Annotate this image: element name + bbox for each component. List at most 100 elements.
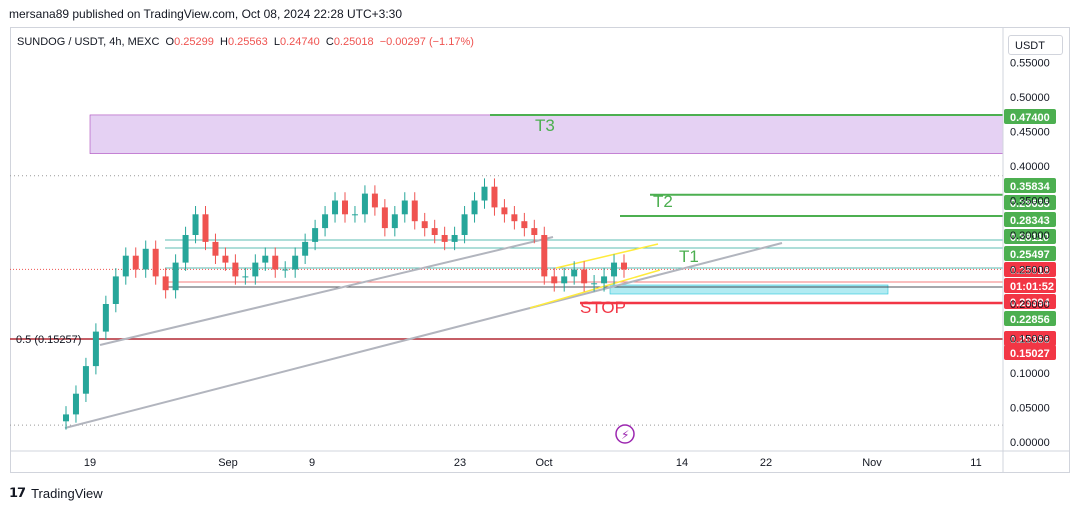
candle-body[interactable] [92, 331, 99, 367]
price-tag[interactable] [1004, 195, 1056, 210]
candle-body[interactable] [491, 186, 498, 208]
candle-body[interactable] [471, 200, 478, 215]
candle-body[interactable] [531, 228, 538, 235]
candle-body[interactable] [122, 255, 129, 277]
candle-body[interactable] [292, 255, 299, 270]
candle-body[interactable] [152, 248, 159, 277]
candle-body[interactable] [451, 235, 458, 242]
candle-body[interactable] [82, 366, 89, 394]
y-tick-label: 0.05000 [1010, 403, 1050, 415]
candle-body[interactable] [571, 269, 578, 277]
candle-body[interactable] [411, 200, 418, 222]
candle-body[interactable] [232, 262, 239, 277]
stop-label: STOP [580, 298, 626, 317]
currency-button[interactable]: USDT [1008, 35, 1063, 55]
price-tag[interactable] [1004, 278, 1056, 293]
candle-body[interactable] [342, 200, 348, 215]
candle-body[interactable] [112, 276, 119, 304]
candle-body[interactable] [501, 207, 508, 215]
price-tag[interactable] [1004, 345, 1056, 360]
entry-box[interactable] [609, 284, 889, 295]
close-label: C [325, 36, 334, 48]
symbol-ohlc-bar: SUNDOG / USDT, 4h, MEXC O0.25299 H0.2556… [17, 36, 474, 48]
lightning-glyph: ⚡ [621, 428, 629, 442]
candle-body[interactable] [361, 193, 368, 215]
price-tag[interactable] [1004, 229, 1056, 244]
candle-body[interactable] [561, 276, 568, 284]
candle-body[interactable] [401, 200, 408, 215]
price-tag[interactable] [1004, 109, 1056, 124]
candle-body[interactable] [172, 262, 179, 291]
symbol-pair[interactable]: SUNDOG / USDT, 4h, MEXC [17, 36, 160, 48]
candle-body[interactable] [441, 235, 448, 242]
x-tick-label: Nov [862, 457, 882, 469]
lightning-icon[interactable] [615, 424, 635, 444]
y-tick-label: 0.15000 [1010, 334, 1050, 346]
candle-body[interactable] [142, 248, 149, 270]
price-tag[interactable] [1004, 262, 1056, 277]
candle-body[interactable] [621, 262, 627, 270]
x-tick-label: 14 [676, 457, 688, 469]
candle-body[interactable] [282, 269, 289, 271]
candle-body[interactable] [391, 214, 398, 229]
y-tick-label: 0.45000 [1010, 127, 1050, 139]
candle-body[interactable] [371, 193, 378, 208]
candle-body[interactable] [272, 255, 279, 270]
candle-body[interactable] [431, 228, 438, 235]
candle-body[interactable] [162, 276, 169, 291]
upper-trendline[interactable] [99, 236, 554, 346]
tradingview-logo-icon[interactable]: 𝟭𝟳 [9, 485, 26, 500]
candle-body[interactable] [302, 241, 309, 256]
candle-body[interactable] [511, 214, 518, 222]
price-tag[interactable] [1004, 331, 1056, 346]
candle-body[interactable] [222, 255, 229, 263]
candle-body[interactable] [192, 214, 199, 235]
candle-body[interactable] [322, 214, 329, 229]
chart-frame [10, 27, 1070, 473]
candle-body[interactable] [312, 228, 319, 242]
candle-body[interactable] [102, 304, 109, 332]
fib-label: 0.5 (0.15257) [16, 334, 81, 346]
candle-body[interactable] [132, 255, 139, 270]
candle-body[interactable] [63, 414, 69, 422]
candle-body[interactable] [461, 214, 468, 235]
candle-body[interactable] [212, 241, 219, 256]
close-value: 0.25018 [333, 36, 374, 48]
candle-body[interactable] [421, 221, 428, 229]
price-tag[interactable] [1004, 246, 1056, 261]
x-tick-label: Sep [218, 457, 238, 469]
price-tag-text: 01:01:52 [1010, 281, 1054, 293]
long-trendline[interactable] [64, 242, 783, 429]
price-tag[interactable] [1004, 294, 1056, 309]
y-tick-label: 0.55000 [1010, 58, 1050, 70]
candle-body[interactable] [351, 214, 358, 216]
candle-body[interactable] [591, 283, 598, 285]
candle-body[interactable] [242, 276, 249, 278]
candle-body[interactable] [252, 262, 259, 277]
candle-body[interactable] [262, 255, 269, 263]
candle-body[interactable] [72, 393, 79, 415]
price-tag[interactable] [1004, 178, 1056, 193]
candle-body[interactable] [182, 235, 189, 263]
candle-body[interactable] [551, 276, 558, 284]
candle-body[interactable] [332, 200, 339, 215]
footer: 𝟭𝟳 TradingView [9, 485, 103, 501]
channel-lower[interactable] [529, 269, 661, 309]
candle-body[interactable] [581, 269, 588, 284]
price-tag-text: 0.23394 [1010, 297, 1051, 309]
candle-body[interactable] [481, 186, 488, 201]
candle-body[interactable] [381, 207, 388, 229]
price-tag[interactable] [1004, 311, 1056, 326]
x-tick-label: Oct [535, 457, 552, 469]
candle-body[interactable] [521, 221, 528, 229]
candle-body[interactable] [601, 276, 608, 284]
footer-brand[interactable]: TradingView [31, 485, 103, 501]
publish-info: mersana89 published on TradingView.com, … [9, 7, 403, 21]
price-tag[interactable] [1004, 212, 1056, 227]
change-value: −0.00297 (−1.17%) [379, 36, 474, 48]
candle-body[interactable] [541, 235, 548, 277]
channel-upper[interactable] [555, 243, 659, 269]
candle-body[interactable] [611, 262, 618, 277]
candle-body[interactable] [202, 214, 209, 242]
